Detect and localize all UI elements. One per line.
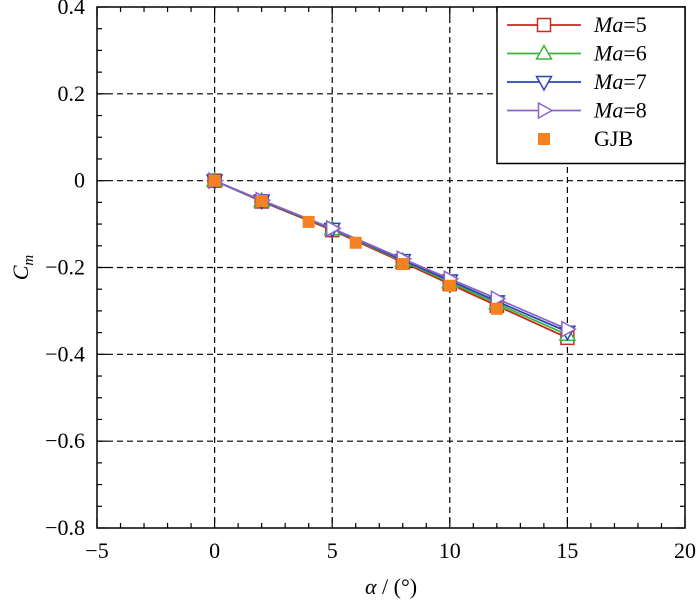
legend-label: GJB (594, 126, 633, 151)
legend-label: Ma=7 (593, 69, 647, 94)
legend-item: Ma=5 (507, 12, 647, 37)
x-tick-label: 20 (674, 538, 696, 563)
legend-box (496, 6, 686, 165)
y-tick-label: −0.6 (45, 428, 85, 453)
y-axis-symbol: C (8, 265, 33, 280)
data-point (396, 258, 409, 271)
data-point (302, 215, 315, 228)
legend-label: Ma=6 (593, 41, 647, 66)
legend-item: Ma=7 (507, 69, 647, 94)
y-tick-label: 0 (74, 168, 85, 193)
data-point (490, 302, 503, 315)
y-tick-label: −0.2 (45, 255, 85, 280)
data-point (349, 236, 362, 249)
legend-item: Ma=8 (507, 98, 647, 123)
x-axis-symbol: α (365, 574, 377, 599)
x-tick-label: 15 (556, 538, 578, 563)
x-axis-title: α / (°) (365, 574, 417, 599)
series-layer (205, 171, 577, 346)
legend-label: Ma=8 (593, 98, 647, 123)
data-point (325, 219, 342, 238)
x-tick-label: −5 (85, 538, 108, 563)
data-point (255, 195, 268, 208)
data-point (561, 320, 577, 338)
x-tick-label: 0 (209, 538, 220, 563)
y-tick-label: −0.4 (45, 341, 85, 366)
legend-marker (536, 17, 552, 33)
legend-marker (535, 43, 553, 60)
tick-labels: −5 0 5 10 15 20 −0.8 −0.6 −0.4 −0.2 0 0.2 0.4 (45, 0, 696, 563)
legend: Ma=5 Ma=6 Ma=7 Ma=8 GJB (496, 6, 686, 165)
y-tick-label: 0.2 (58, 81, 86, 106)
y-tick-label: 0.4 (58, 0, 86, 19)
series-gjb (208, 174, 503, 315)
legend-marker (535, 75, 553, 92)
data-point (490, 289, 507, 308)
x-tick-label: 5 (327, 538, 338, 563)
legend-item: Ma=6 (507, 41, 647, 66)
legend-item: GJB (538, 126, 633, 151)
data-point (443, 279, 456, 292)
data-point (208, 174, 221, 187)
legend-label: Ma=5 (593, 12, 647, 37)
y-axis-title: Cm (8, 255, 37, 281)
x-axis-unit: / (°) (377, 574, 418, 599)
y-axis-subscript: m (21, 255, 37, 266)
legend-marker (537, 101, 554, 120)
x-tick-label: 10 (439, 538, 461, 563)
y-tick-label: −0.8 (45, 515, 85, 540)
legend-marker (538, 133, 550, 145)
grid (97, 7, 685, 528)
